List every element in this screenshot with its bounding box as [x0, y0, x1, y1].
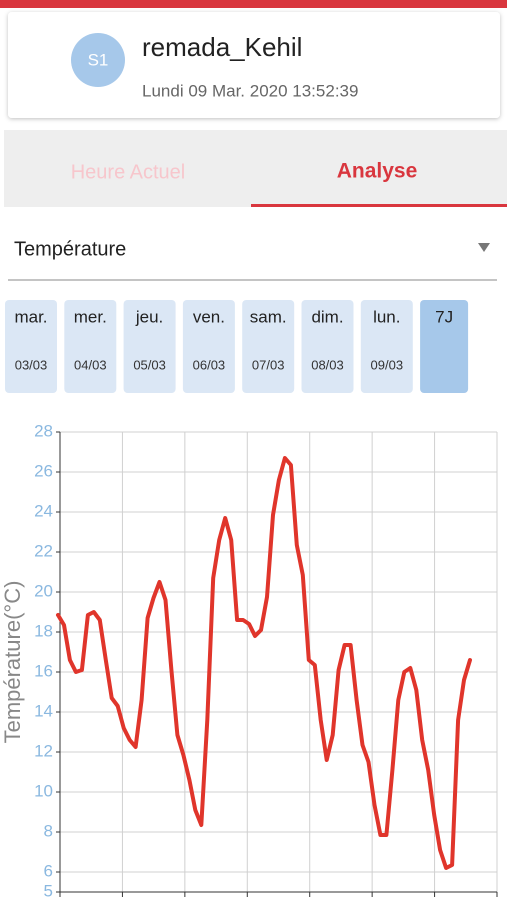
day-name[interactable]: ven. [193, 307, 225, 326]
y-tick-label: 10 [34, 781, 53, 800]
day-button[interactable] [64, 300, 117, 393]
day-button[interactable] [242, 300, 295, 393]
day-button[interactable] [182, 300, 235, 393]
day-button[interactable] [123, 300, 176, 393]
y-tick-label: 20 [34, 581, 53, 600]
day-button[interactable] [360, 300, 413, 393]
y-axis-label: Température(°C) [0, 581, 25, 744]
dropdown-arrow[interactable] [478, 243, 490, 252]
day-button[interactable] [5, 300, 57, 393]
y-tick-label: 12 [34, 741, 53, 760]
profile-card [8, 12, 500, 118]
tab-active[interactable]: Analyse [337, 160, 418, 183]
y-tick-label: 24 [34, 501, 53, 520]
day-date[interactable]: 04/03 [74, 357, 107, 372]
avatar-text: S1 [88, 50, 109, 69]
range-label[interactable]: 7J [435, 307, 453, 326]
range-button[interactable] [420, 300, 469, 393]
user-name: remada_Kehil [142, 32, 302, 62]
tab-indicator [251, 204, 507, 207]
day-date[interactable]: 08/03 [311, 357, 344, 372]
top-bar [0, 0, 507, 8]
day-name[interactable]: dim. [311, 307, 343, 326]
day-button[interactable] [301, 300, 354, 393]
dropdown-label[interactable]: Température [14, 238, 126, 260]
day-name[interactable]: lun. [373, 307, 400, 326]
y-tick-label: 22 [34, 541, 53, 560]
y-tick-label: 28 [34, 421, 53, 440]
day-date[interactable]: 07/03 [252, 357, 285, 372]
day-date[interactable]: 05/03 [133, 357, 166, 372]
y-tick-label: 6 [44, 861, 53, 880]
day-name[interactable]: sam. [250, 307, 287, 326]
temperature-line [56, 456, 472, 870]
avatar [71, 33, 125, 87]
day-name[interactable]: jeu. [135, 307, 163, 326]
y-tick-label: 5 [44, 881, 53, 900]
y-tick-label: 26 [34, 461, 53, 480]
y-tick-label: 18 [34, 621, 53, 640]
day-date[interactable]: 03/03 [15, 357, 48, 372]
y-tick-label: 16 [34, 661, 53, 680]
day-name[interactable]: mer. [74, 307, 107, 326]
day-date[interactable]: 09/03 [371, 357, 404, 372]
tab[interactable]: Heure Actuel [71, 161, 186, 183]
y-tick-label: 14 [34, 701, 53, 720]
day-date[interactable]: 06/03 [193, 357, 226, 372]
datetime: Lundi 09 Mar. 2020 13:52:39 [142, 81, 358, 100]
tab-bar [4, 130, 507, 207]
day-name[interactable]: mar. [14, 307, 47, 326]
y-tick-label: 8 [44, 821, 53, 840]
